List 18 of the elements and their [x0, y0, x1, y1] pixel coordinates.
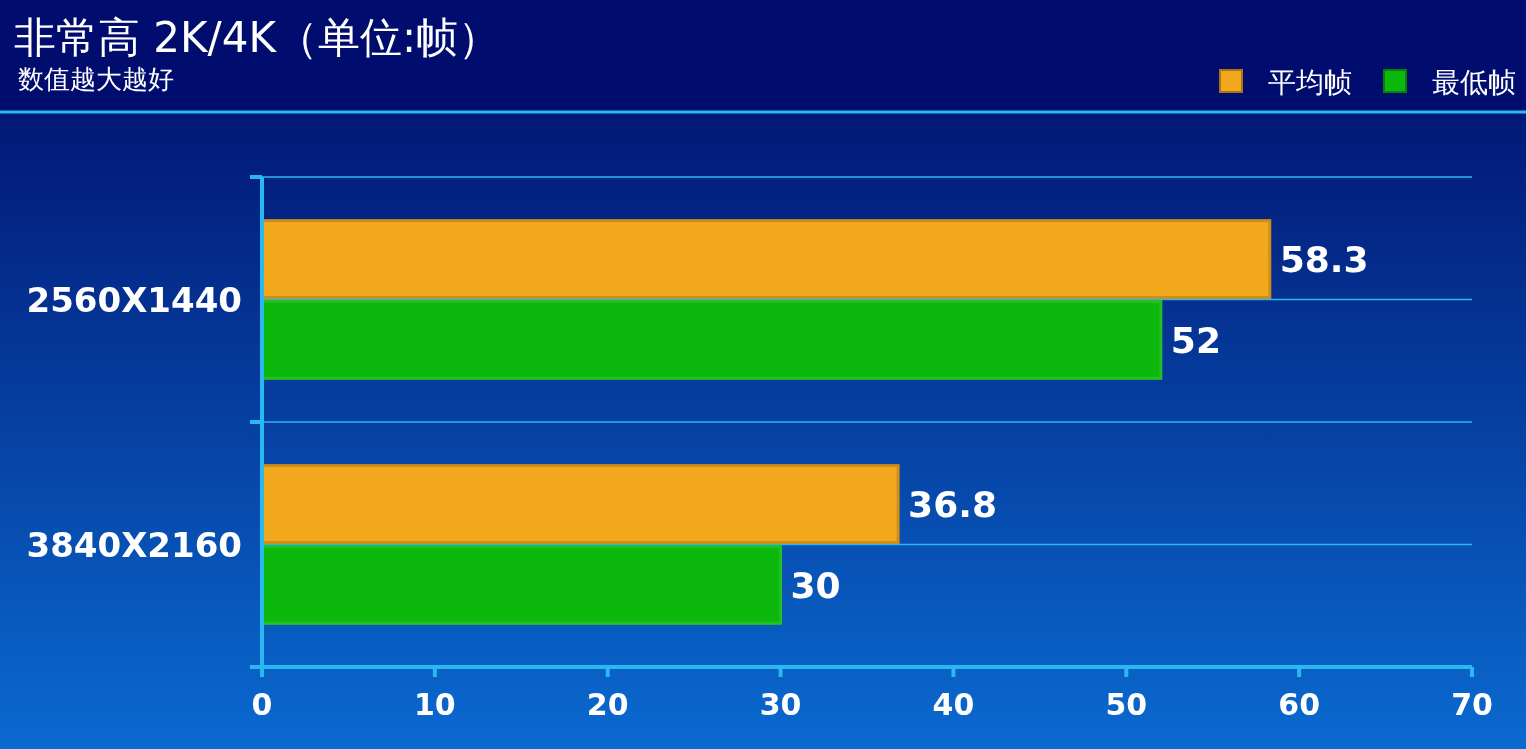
tick-label: 60 [1278, 687, 1320, 722]
tick-label: 30 [759, 687, 802, 722]
tick-label: 20 [586, 687, 629, 722]
title: 非常高 2K/4K（单位:帧） [14, 13, 501, 62]
tick-label: 40 [932, 687, 975, 722]
category: 2560X1440 [26, 279, 242, 320]
tick-label: 0 [251, 687, 273, 722]
data-label: 30 [790, 564, 841, 606]
category: 3840X2160 [26, 524, 242, 565]
legend: 平均帧 最低帧 [1219, 66, 1516, 99]
data-label: 58.3 [1279, 239, 1369, 281]
data-label: 36.8 [908, 484, 997, 526]
data-label: 52 [1170, 319, 1221, 361]
tick-label: 50 [1105, 687, 1148, 722]
tick-label: 10 [414, 687, 456, 722]
subtitle: 数值越大越好 [18, 64, 174, 94]
legend-label: 最低帧 [1432, 66, 1516, 99]
tick-label: 70 [1451, 687, 1493, 722]
